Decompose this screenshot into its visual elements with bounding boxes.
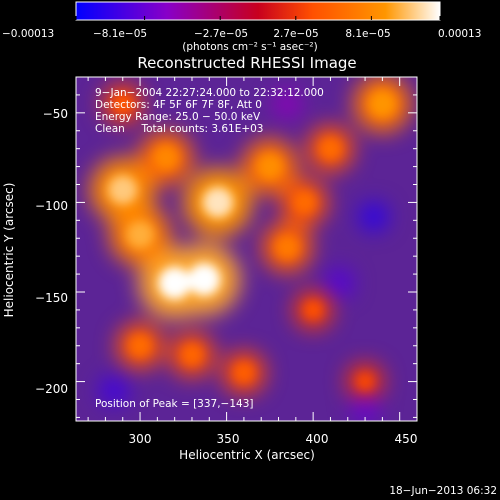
- emission-core-11: [129, 335, 151, 357]
- footer-date: 18−Jun−2013 06:32: [389, 485, 497, 497]
- emission-core-15: [356, 373, 374, 390]
- y-tick-label-minus200: −200: [35, 382, 68, 396]
- colorbar-tick-label-1: −8.1e−05: [93, 28, 147, 40]
- emission-core-3: [126, 220, 154, 249]
- heatmap: [76, 77, 417, 421]
- colorbar-tick-label-5: 0.00013: [438, 28, 481, 40]
- x-tick-label-450: 450: [395, 432, 418, 446]
- emission-minimum-0: [359, 202, 388, 231]
- colorbar-scale: [75, 1, 441, 21]
- y-tick-label-minus100: −100: [35, 199, 68, 213]
- y-tick-label-minus50: −50: [43, 107, 68, 121]
- colorbar-tick-label-3: 2.7e−05: [273, 28, 318, 40]
- y-tick-labels: −50 −100 −150 −200: [35, 107, 68, 396]
- emission-minimum-3: [351, 394, 380, 421]
- colorbar-tick-label-2: −2.7e−05: [194, 28, 248, 40]
- emission-core-16: [113, 94, 132, 114]
- emission-core-1: [158, 266, 191, 300]
- colorbar-tick-label-0: −0.00013: [2, 28, 54, 40]
- annotation-peak-position: Position of Peak = [337,−143]: [95, 398, 254, 410]
- emission-core-4: [108, 175, 138, 205]
- colorbar-tick-label-4: 8.1e−05: [345, 28, 390, 40]
- emission-minimum-2: [325, 269, 354, 298]
- annotation-time-range: 9−Jan−2004 22:27:24.000 to 22:32:12.000: [95, 87, 324, 99]
- annotation-clean-counts: Clean Total counts: 3.61E+03: [95, 123, 264, 135]
- x-axis-label: Heliocentric X (arcsec): [179, 448, 315, 462]
- x-tick-label-400: 400: [306, 432, 329, 446]
- emission-core-6: [153, 145, 179, 170]
- emission-core-9: [369, 90, 396, 117]
- emission-core-7: [275, 235, 299, 259]
- emission-core-10: [320, 138, 341, 160]
- y-axis-label: Heliocentric Y (arcsec): [2, 183, 16, 318]
- colorbar-ticks: [75, 16, 441, 20]
- axis-ticks: [76, 76, 418, 421]
- chart-title: Reconstructed RHESSI Image: [137, 54, 356, 72]
- x-tick-label-300: 300: [129, 432, 152, 446]
- x-tick-labels: 300 350 400 450: [129, 432, 418, 446]
- colorbar-units: (photons cm⁻² s⁻¹ asec⁻²): [182, 41, 317, 53]
- emission-core-2: [187, 263, 221, 296]
- x-tick-label-350: 350: [217, 432, 240, 446]
- plot-frame: [75, 76, 418, 422]
- emission-core-5: [257, 154, 283, 180]
- emission-minimum-4: [273, 89, 302, 118]
- emission-core-0: [202, 187, 234, 218]
- annotation-energy-range: Energy Range: 25.0 − 50.0 keV: [95, 111, 261, 123]
- emission-minimum-1: [100, 376, 129, 405]
- annotation-detectors: Detectors: 4F 5F 6F 7F 8F, Att 0: [95, 99, 262, 111]
- emission-core-13: [234, 363, 254, 383]
- emission-core-14: [304, 301, 322, 319]
- colorbar: −0.00013 −8.1e−05 −2.7e−05 2.7e−05 8.1e−…: [2, 1, 481, 53]
- y-tick-label-minus150: −150: [35, 291, 68, 305]
- emission-core-8: [294, 192, 315, 213]
- image-annotations: 9−Jan−2004 22:27:24.000 to 22:32:12.000 …: [95, 87, 324, 410]
- emission-core-12: [182, 344, 202, 365]
